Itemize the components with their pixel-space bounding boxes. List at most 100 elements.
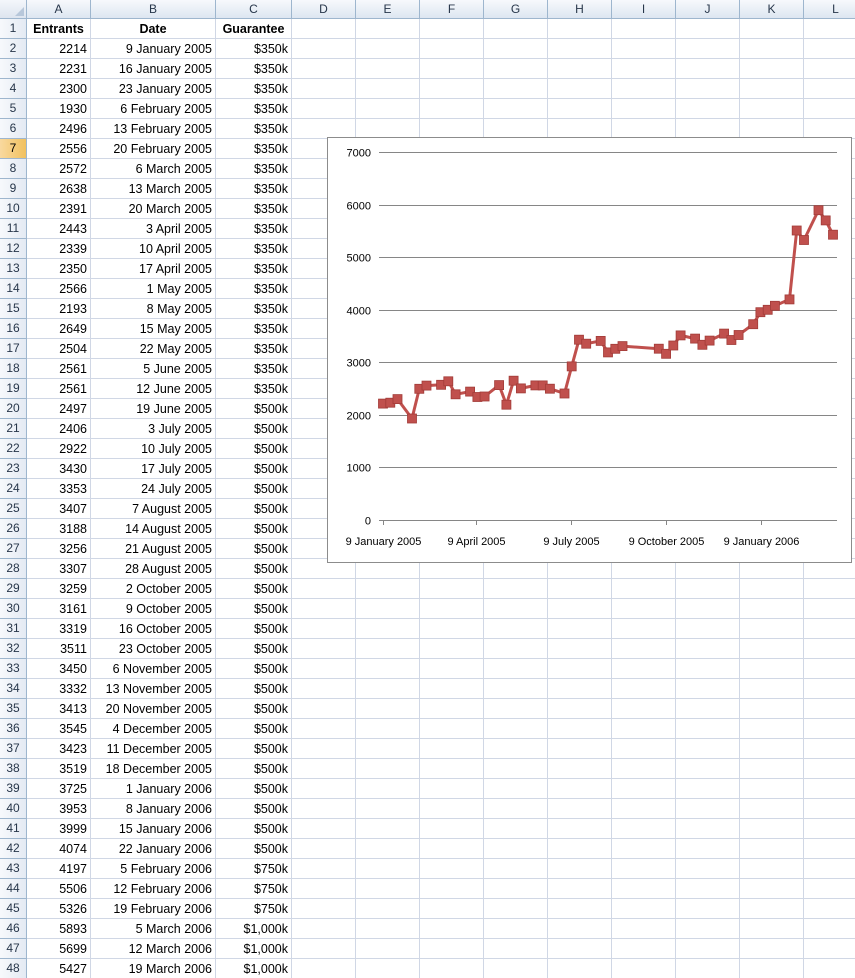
- cell-entrants[interactable]: 5427: [59, 962, 87, 976]
- row-header[interactable]: 30: [0, 599, 27, 619]
- cell-guarantee[interactable]: $750k: [253, 882, 288, 896]
- row-header[interactable]: 40: [0, 799, 27, 819]
- row-header[interactable]: 22: [0, 439, 27, 459]
- row-header[interactable]: 29: [0, 579, 27, 599]
- cell-guarantee[interactable]: $350k: [253, 202, 288, 216]
- cell-date[interactable]: 23 October 2005: [118, 642, 212, 656]
- row-header[interactable]: 6: [0, 119, 27, 139]
- row-header[interactable]: 5: [0, 99, 27, 119]
- cell-guarantee[interactable]: $350k: [253, 142, 288, 156]
- cell-entrants[interactable]: 2496: [59, 122, 87, 136]
- cell-date[interactable]: 13 March 2005: [128, 182, 212, 196]
- row-header[interactable]: 9: [0, 179, 27, 199]
- cell-entrants[interactable]: 3256: [59, 542, 87, 556]
- cell-guarantee[interactable]: $500k: [253, 582, 288, 596]
- cell-guarantee[interactable]: $350k: [253, 342, 288, 356]
- cell-guarantee[interactable]: $500k: [253, 782, 288, 796]
- cell-guarantee[interactable]: $1,000k: [243, 922, 288, 936]
- cell-date[interactable]: 18 December 2005: [105, 762, 212, 776]
- cell-entrants[interactable]: 2504: [59, 342, 87, 356]
- cell-guarantee[interactable]: $350k: [253, 262, 288, 276]
- cell-date[interactable]: 5 June 2005: [143, 362, 212, 376]
- cell-guarantee[interactable]: $500k: [253, 642, 288, 656]
- row-header[interactable]: 32: [0, 639, 27, 659]
- row-header[interactable]: 31: [0, 619, 27, 639]
- cell-date[interactable]: 16 October 2005: [118, 622, 212, 636]
- row-header[interactable]: 46: [0, 919, 27, 939]
- cell-guarantee[interactable]: $500k: [253, 822, 288, 836]
- cell-entrants[interactable]: 2339: [59, 242, 87, 256]
- row-header[interactable]: 42: [0, 839, 27, 859]
- cell-guarantee[interactable]: $350k: [253, 102, 288, 116]
- cell-entrants[interactable]: 2231: [59, 62, 87, 76]
- cell-date[interactable]: 12 March 2006: [128, 942, 212, 956]
- row-header[interactable]: 12: [0, 239, 27, 259]
- cell-date[interactable]: 22 May 2005: [139, 342, 212, 356]
- cell-entrants[interactable]: 3519: [59, 762, 87, 776]
- cell-entrants[interactable]: 5326: [59, 902, 87, 916]
- cell-date[interactable]: 11 December 2005: [106, 742, 212, 756]
- cell-entrants[interactable]: 3545: [59, 722, 87, 736]
- cell-date[interactable]: 16 January 2005: [118, 62, 212, 76]
- cell-entrants[interactable]: 2561: [59, 382, 87, 396]
- cell-entrants[interactable]: 2649: [59, 322, 87, 336]
- select-all-corner[interactable]: [0, 0, 27, 19]
- row-header[interactable]: 45: [0, 899, 27, 919]
- row-header[interactable]: 17: [0, 339, 27, 359]
- cell-entrants[interactable]: 3999: [59, 822, 87, 836]
- row-header[interactable]: 19: [0, 379, 27, 399]
- row-header[interactable]: 7: [0, 139, 27, 159]
- cell-guarantee[interactable]: $350k: [253, 182, 288, 196]
- cell-guarantee[interactable]: $500k: [253, 462, 288, 476]
- row-header[interactable]: 28: [0, 559, 27, 579]
- cell-entrants[interactable]: 2556: [59, 142, 87, 156]
- row-header[interactable]: 36: [0, 719, 27, 739]
- cell-date[interactable]: 15 January 2006: [118, 822, 212, 836]
- row-header[interactable]: 8: [0, 159, 27, 179]
- cell-date[interactable]: 20 February 2005: [113, 142, 212, 156]
- column-header-i[interactable]: I: [612, 0, 676, 19]
- cell-guarantee[interactable]: $350k: [253, 382, 288, 396]
- cell-date[interactable]: 7 August 2005: [132, 502, 212, 516]
- cell-guarantee[interactable]: $500k: [253, 662, 288, 676]
- cell-date[interactable]: 15 May 2005: [139, 322, 212, 336]
- cell-guarantee[interactable]: $500k: [253, 842, 288, 856]
- cell-entrants[interactable]: 3332: [59, 682, 87, 696]
- cell-guarantee[interactable]: $750k: [253, 902, 288, 916]
- cell-date[interactable]: 1 May 2005: [146, 282, 212, 296]
- cell-date[interactable]: 17 April 2005: [139, 262, 212, 276]
- cell-guarantee[interactable]: $500k: [253, 502, 288, 516]
- cell-entrants[interactable]: 2566: [59, 282, 87, 296]
- cell-guarantee[interactable]: $500k: [253, 802, 288, 816]
- column-header-a[interactable]: A: [27, 0, 91, 19]
- row-header[interactable]: 41: [0, 819, 27, 839]
- cell-date[interactable]: 1 January 2006: [125, 782, 212, 796]
- cell-entrants[interactable]: 3450: [59, 662, 87, 676]
- cell-date[interactable]: 21 August 2005: [125, 542, 212, 556]
- row-header[interactable]: 20: [0, 399, 27, 419]
- cell-guarantee[interactable]: $350k: [253, 242, 288, 256]
- cell-guarantee[interactable]: $350k: [253, 62, 288, 76]
- cell-entrants[interactable]: 3188: [59, 522, 87, 536]
- cell-entrants[interactable]: 3161: [59, 602, 87, 616]
- cell-entrants[interactable]: 5506: [59, 882, 87, 896]
- cell-date[interactable]: 8 May 2005: [146, 302, 212, 316]
- cell-entrants[interactable]: 3430: [59, 462, 87, 476]
- cell-entrants[interactable]: 2561: [59, 362, 87, 376]
- cell-guarantee[interactable]: $500k: [253, 762, 288, 776]
- cell-date[interactable]: 20 November 2005: [105, 702, 212, 716]
- cell-entrants[interactable]: 3407: [59, 502, 87, 516]
- cell-entrants[interactable]: 3423: [59, 742, 87, 756]
- cell-guarantee[interactable]: $750k: [253, 862, 288, 876]
- cell-date[interactable]: 3 July 2005: [148, 422, 212, 436]
- cell-date[interactable]: 6 February 2005: [120, 102, 212, 116]
- cell-guarantee[interactable]: $350k: [253, 302, 288, 316]
- cell-date[interactable]: 10 July 2005: [141, 442, 212, 456]
- cell-date[interactable]: 17 July 2005: [141, 462, 212, 476]
- cell-date[interactable]: 22 January 2006: [118, 842, 212, 856]
- column-header-j[interactable]: J: [676, 0, 740, 19]
- line-chart[interactable]: 0 1000 2000 3000 4000 5000 6000 7000 9 January 2…: [327, 137, 852, 563]
- row-header[interactable]: 35: [0, 699, 27, 719]
- cell-date[interactable]: 20 March 2005: [128, 202, 212, 216]
- cell-guarantee[interactable]: $500k: [253, 562, 288, 576]
